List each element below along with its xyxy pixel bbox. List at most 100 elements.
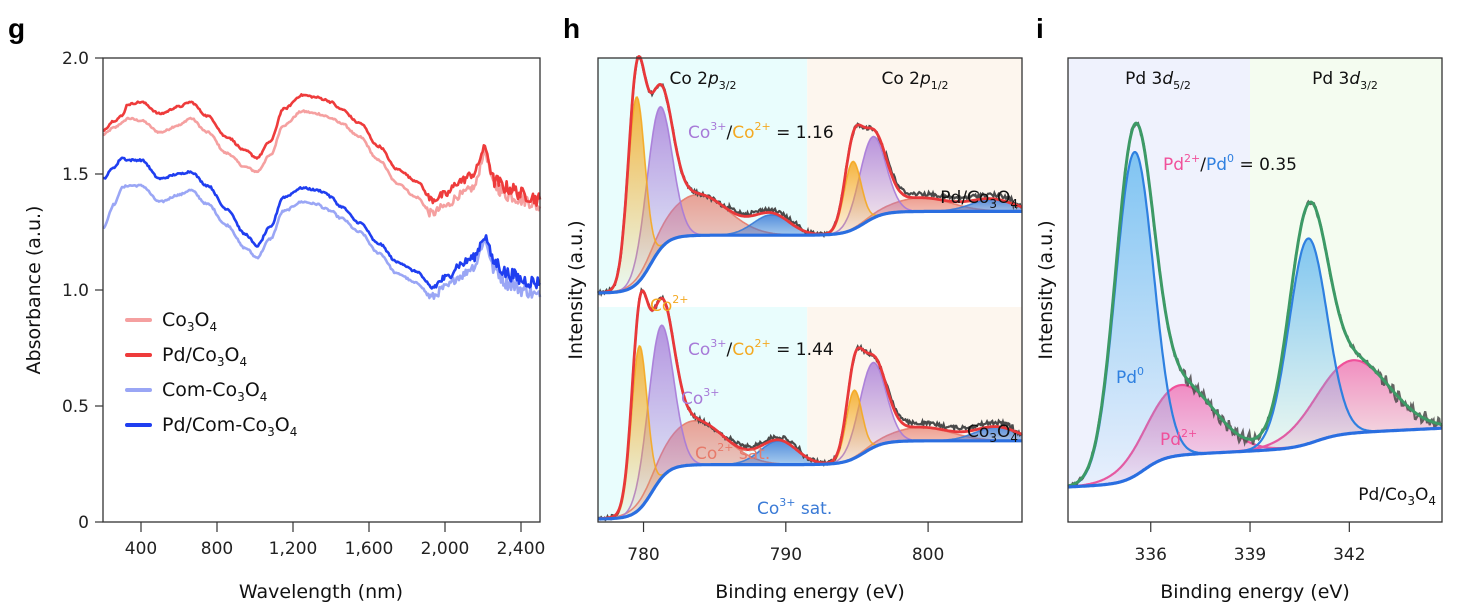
ratio-numerator-sup: 3+ bbox=[710, 337, 726, 350]
label-superscript: 2+ bbox=[672, 293, 688, 306]
formula-subscript: 3 bbox=[989, 197, 997, 211]
region-label-1: Co 2p1/2 bbox=[882, 69, 949, 92]
formula-base: Co bbox=[212, 379, 237, 401]
panel-g-y-ticks: 0 0.5 1.0 1.5 2.0 bbox=[62, 49, 103, 533]
peak-fill-co3-sat- bbox=[678, 214, 866, 238]
formula-subscript: 4 bbox=[1010, 431, 1018, 445]
peak-fill-co2- bbox=[599, 346, 680, 519]
peak-fill-co3-sat- bbox=[684, 440, 873, 466]
peak-fill-co3- bbox=[598, 325, 727, 519]
formula-subscript: 4 bbox=[210, 320, 218, 334]
formula-subscript: 3 bbox=[217, 355, 225, 369]
peak-fill-co2-sat- bbox=[598, 194, 854, 293]
peak-fill-co2-sat- bbox=[598, 420, 851, 519]
ratio-numerator: Pd bbox=[1163, 155, 1184, 175]
peak-fill-co2-sat- bbox=[765, 427, 1022, 465]
formula-base: Pd/Co bbox=[1358, 485, 1407, 505]
ratio-value: = 0.35 bbox=[1234, 155, 1297, 175]
region-label-main: Co 2 bbox=[670, 69, 709, 89]
peak-label-co2: Co2+ bbox=[650, 293, 689, 316]
panel-h-plot-frame bbox=[597, 57, 1023, 523]
panel-g-y-axis-title: Absorbance (a.u.) bbox=[23, 206, 45, 375]
formula-subscript: 4 bbox=[260, 390, 268, 404]
formula-prefix: Pd/ bbox=[162, 344, 193, 366]
region-label-main: Pd 3 bbox=[1125, 69, 1162, 89]
formula-subscript: 3 bbox=[989, 431, 997, 445]
label-base: Pd bbox=[1160, 430, 1181, 450]
peak-fill-co2-sat- bbox=[765, 197, 1022, 236]
baseline-line bbox=[1067, 426, 1442, 489]
formula-subscript: 3 bbox=[187, 320, 195, 334]
panel-g-x-ticks: 400 800 1,200 1,600 2,000 2,400 bbox=[125, 522, 546, 559]
x-tick-label: 1,200 bbox=[269, 539, 318, 559]
label-superscript: 0 bbox=[1137, 365, 1144, 378]
formula-subscript: 3 bbox=[267, 425, 275, 439]
legend-label: Co3O4 bbox=[162, 309, 217, 334]
label-base: Co bbox=[757, 499, 779, 519]
ratio-label: Co3+/Co2+ = 1.16 bbox=[688, 120, 834, 143]
x-tick-label: 400 bbox=[125, 539, 157, 559]
legend-label: Pd/Co3O4 bbox=[162, 344, 247, 369]
formula-mid: O bbox=[1415, 485, 1428, 505]
ratio-denominator-sup: 2+ bbox=[755, 120, 771, 133]
formula-mid: O bbox=[997, 188, 1010, 208]
formula-subscript: 4 bbox=[1010, 197, 1018, 211]
formula-prefix: Pd/Com- bbox=[162, 414, 242, 436]
ratio-denominator: Co bbox=[732, 340, 754, 360]
x-tick-label: 800 bbox=[912, 545, 944, 565]
region-label-subscript: 3/2 bbox=[1360, 79, 1378, 92]
ratio-numerator: Co bbox=[688, 340, 710, 360]
series-line-pd-co3o4 bbox=[102, 93, 542, 207]
region-label-main: Co 2 bbox=[882, 69, 921, 89]
formula-mid: O bbox=[997, 422, 1010, 442]
ratio-numerator-sup: 3+ bbox=[710, 120, 726, 133]
peak-fill-co3- bbox=[598, 106, 725, 293]
label-superscript: 3+ bbox=[779, 496, 795, 509]
sample-label: Co3O4 bbox=[967, 422, 1018, 445]
ratio-numerator: Co bbox=[688, 123, 710, 143]
label-base: Co bbox=[650, 296, 672, 316]
formula-prefix: Com- bbox=[162, 379, 212, 401]
ratio-denominator: Pd bbox=[1206, 155, 1227, 175]
panel-g-uvvis-chart: 400 800 1,200 1,600 2,000 2,400 0 0.5 1.0 1.5 2.0… bbox=[23, 49, 545, 603]
ratio-slash: / bbox=[1200, 155, 1206, 175]
region-label-italic: d bbox=[1349, 69, 1360, 89]
x-tick-label: 2,400 bbox=[497, 539, 546, 559]
peak-label-co2-sat: Co2+ sat. bbox=[695, 441, 770, 464]
region-label-italic: p bbox=[919, 69, 931, 89]
region-label-0: Pd 3d5/2 bbox=[1125, 69, 1191, 92]
region-label-0: Co 2p3/2 bbox=[670, 69, 737, 92]
ratio-slash: / bbox=[727, 340, 733, 360]
panel-h-x-axis-title: Binding energy (eV) bbox=[715, 581, 905, 603]
panel-g-series-group bbox=[102, 93, 542, 300]
series-line-pd-com-co3o4 bbox=[102, 156, 542, 290]
label-base: Co bbox=[695, 444, 717, 464]
formula-base: Pd/Co bbox=[940, 188, 989, 208]
label-base: Pd bbox=[1116, 368, 1137, 388]
region-label-italic: p bbox=[707, 69, 719, 89]
series-line-co3o4 bbox=[102, 109, 542, 218]
panel-g-plot-frame bbox=[102, 57, 541, 523]
x-tick-label: 2,000 bbox=[421, 539, 470, 559]
legend-label: Com-Co3O4 bbox=[162, 379, 267, 404]
label-superscript: 3+ bbox=[703, 386, 719, 399]
label-base: Co bbox=[681, 389, 703, 409]
legend-label: Pd/Com-Co3O4 bbox=[162, 414, 297, 439]
x-tick-label: 800 bbox=[201, 539, 233, 559]
peak-fill-co2- bbox=[598, 97, 680, 293]
panel-i-x-ticks: 336 339 342 bbox=[1135, 522, 1366, 565]
ratio-value: = 1.44 bbox=[771, 340, 834, 360]
label-suffix: sat. bbox=[734, 444, 771, 464]
ratio-denominator: Co bbox=[732, 123, 754, 143]
formula-mid: O bbox=[224, 344, 239, 366]
sample-label: Pd/Co3O4 bbox=[940, 188, 1018, 211]
panel-letter-i: i bbox=[1036, 13, 1044, 44]
baseline-line bbox=[598, 439, 1022, 521]
y-tick-label: 0.5 bbox=[62, 397, 89, 417]
panel-i-plot-frame bbox=[1067, 57, 1443, 523]
region-label-subscript: 3/2 bbox=[719, 79, 737, 92]
